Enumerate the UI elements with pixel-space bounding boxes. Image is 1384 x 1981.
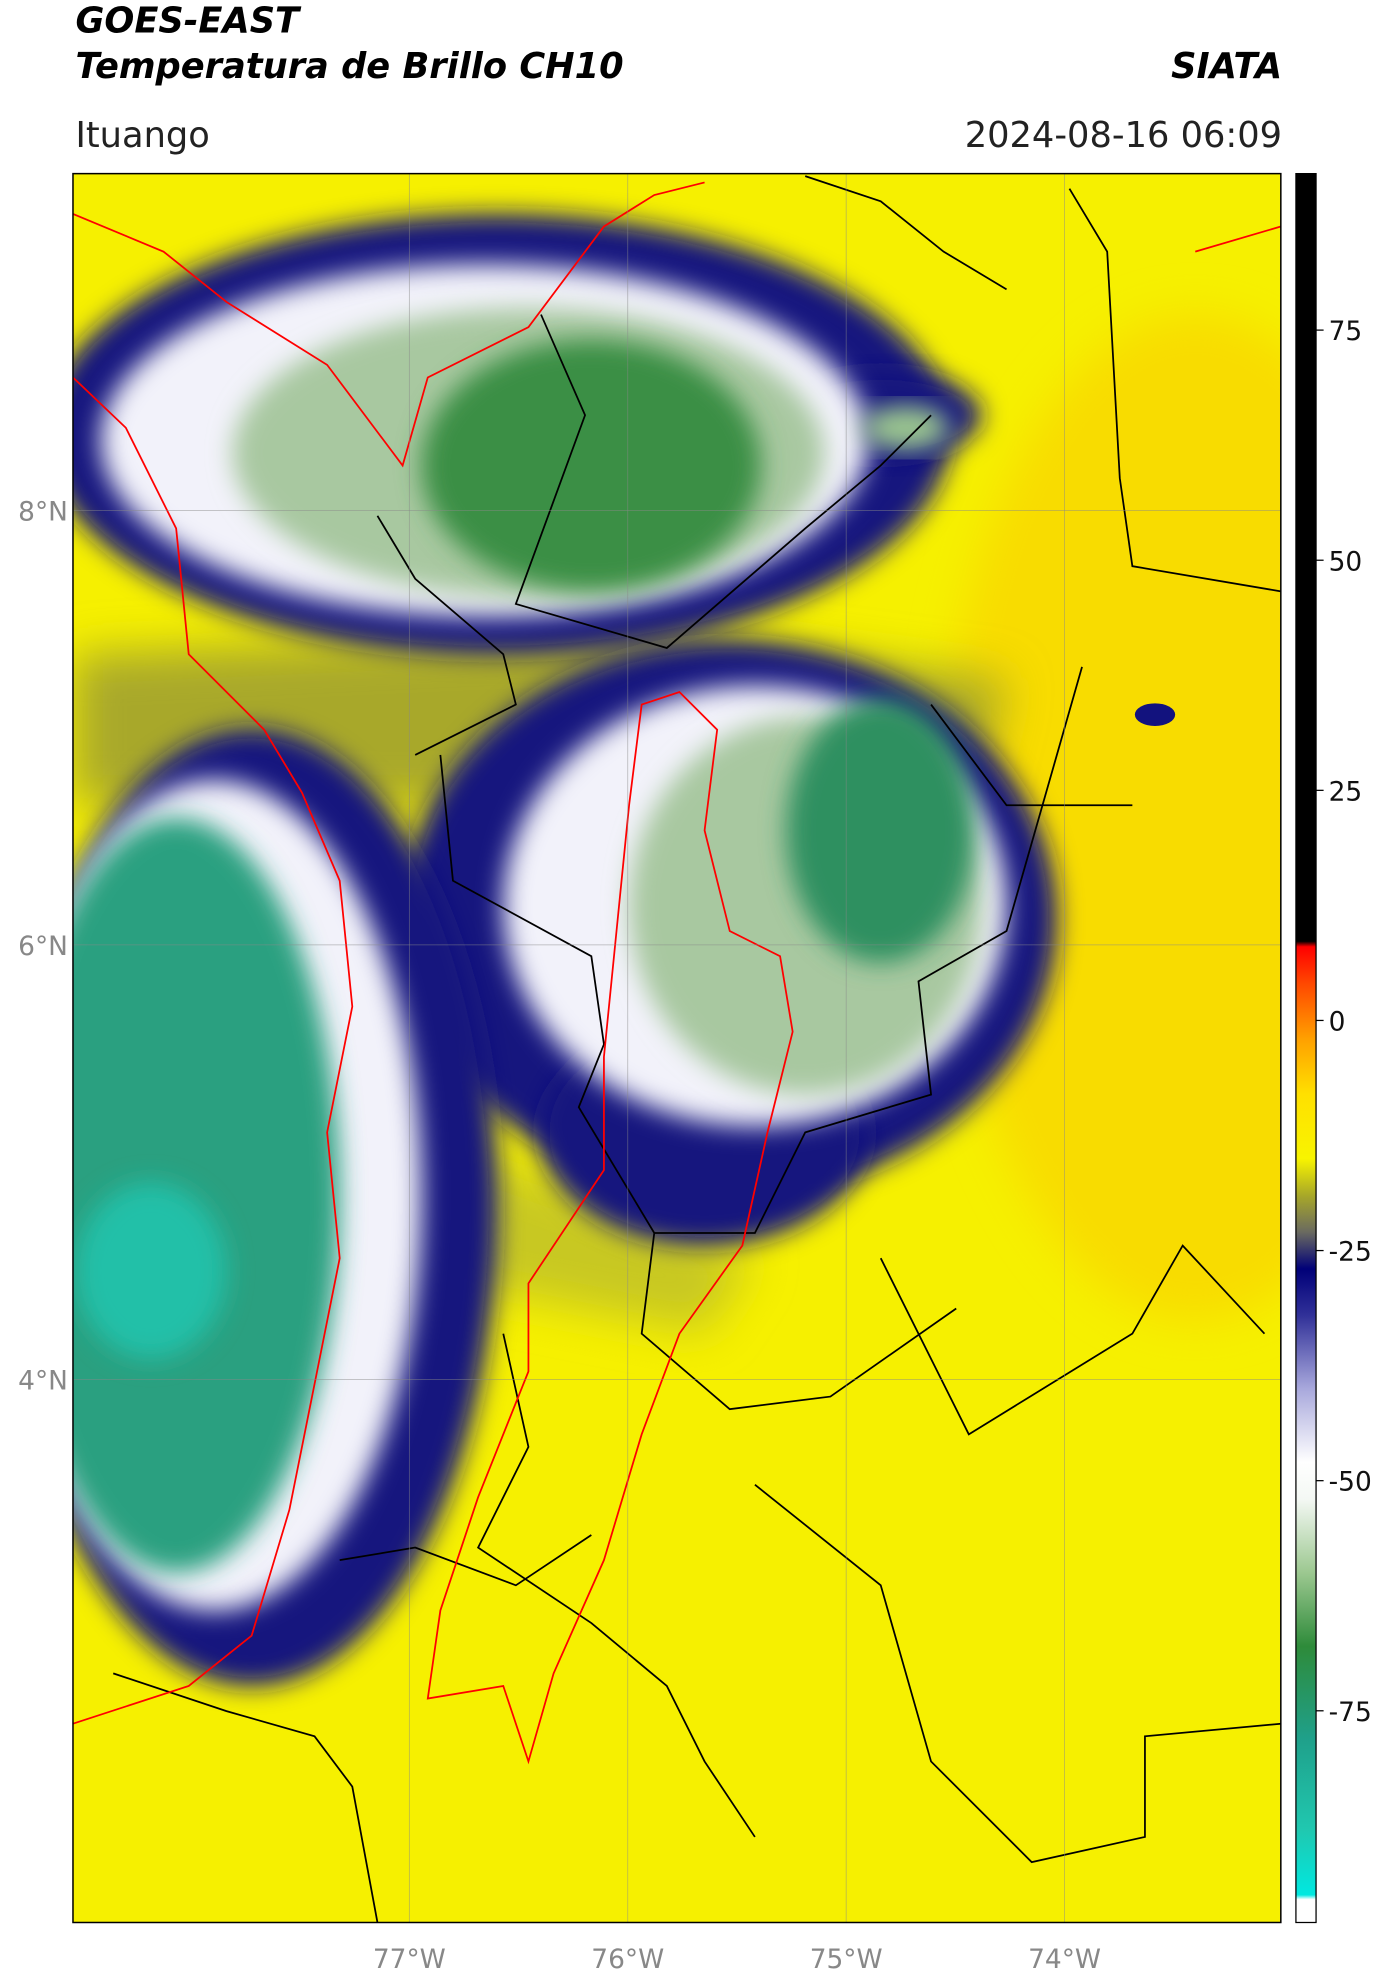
grid	[72, 173, 1281, 1923]
colorbar-tick-label: -50	[1329, 1467, 1372, 1498]
colorbar-tick-label: 0	[1329, 1007, 1346, 1038]
map-frame	[72, 172, 1282, 1924]
y-tick-label: 6°N	[18, 931, 68, 962]
x-tick-label: 74°W	[1028, 1944, 1101, 1975]
location: Ituango	[75, 115, 209, 156]
cloud-green	[786, 698, 976, 963]
olive-area	[415, 1132, 755, 1334]
datetime: 2024-08-16 06:09	[965, 115, 1282, 156]
y-tick-label: 8°N	[18, 496, 68, 527]
region-boundary	[72, 181, 1281, 1765]
colorbar-tick-label: 50	[1329, 546, 1363, 577]
x-tick-label: 75°W	[810, 1944, 883, 1975]
x-tick-label: 77°W	[373, 1944, 446, 1975]
colorbar-tick-label: 75	[1329, 316, 1363, 347]
colorbar-tick-label: -25	[1329, 1237, 1372, 1268]
cloud-green	[72, 817, 340, 1573]
boundary-lines	[112, 175, 1281, 1923]
warm-area	[943, 314, 1281, 1321]
small-cloud	[1134, 703, 1176, 726]
y-tick-label: 4°N	[18, 1365, 68, 1396]
title: GOES-EAST	[75, 1, 302, 42]
colorbar-tick-label: 25	[1329, 776, 1363, 807]
colorbar-tick-label: -75	[1329, 1697, 1372, 1728]
cloud-cyan	[75, 1182, 227, 1359]
x-tick-label: 76°W	[591, 1944, 664, 1975]
cloud-light-green	[861, 405, 950, 451]
map-image	[72, 173, 1281, 1923]
colorbar	[1295, 172, 1317, 1924]
brand: SIATA	[1171, 46, 1282, 87]
subtitle: Temperatura de Brillo CH10	[75, 46, 623, 87]
cloud-green	[421, 339, 762, 592]
